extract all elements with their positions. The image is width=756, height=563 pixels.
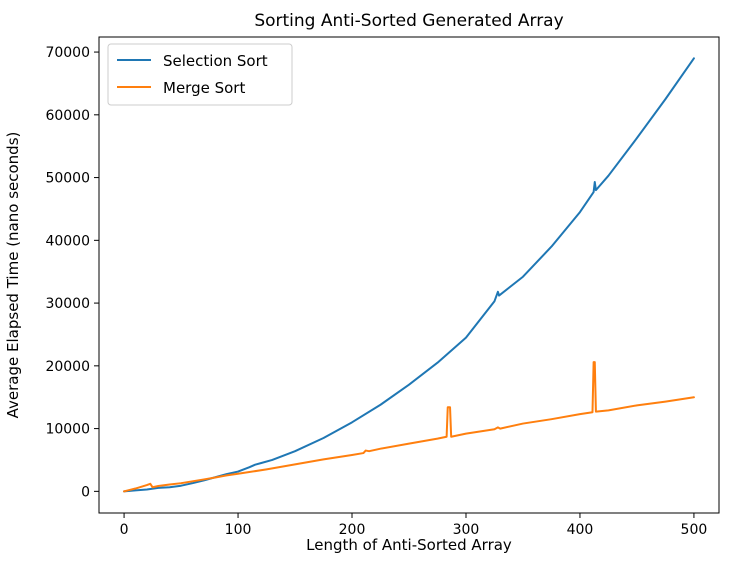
y-tick-label: 10000 [45, 422, 90, 438]
x-tick-label: 0 [120, 522, 129, 538]
x-axis-ticks: 0 100 200 300 400 500 [120, 513, 708, 538]
y-tick-label: 70000 [45, 45, 90, 61]
x-tick-label: 100 [225, 522, 252, 538]
y-axis-label: Average Elapsed Time (nano seconds) [4, 132, 22, 419]
x-tick-label: 300 [453, 522, 480, 538]
x-tick-label: 400 [567, 522, 594, 538]
y-tick-label: 60000 [45, 108, 90, 124]
legend: Selection Sort Merge Sort [107, 43, 293, 106]
x-tick-label: 500 [681, 522, 708, 538]
chart-title: Sorting Anti-Sorted Generated Array [254, 11, 563, 31]
series-line-selection-sort [123, 57, 695, 493]
y-tick-label: 50000 [45, 171, 90, 187]
series-line-merge-sort [123, 361, 695, 493]
legend-label-selection-sort: Selection Sort [163, 52, 268, 70]
y-axis-ticks: 0 10000 20000 30000 40000 50000 60000 70000 [45, 45, 99, 500]
y-tick-label: 0 [81, 484, 90, 500]
y-tick-label: 30000 [45, 296, 90, 312]
legend-box [107, 43, 293, 106]
x-tick-label: 200 [339, 522, 366, 538]
series-layer [123, 57, 695, 493]
y-tick-label: 20000 [45, 359, 90, 375]
legend-label-merge-sort: Merge Sort [163, 79, 245, 97]
x-axis-label: Length of Anti-Sorted Array [306, 536, 512, 554]
y-tick-label: 40000 [45, 233, 90, 249]
plot-frame [98, 36, 720, 514]
